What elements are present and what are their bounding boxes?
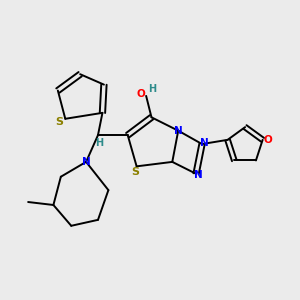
Text: S: S [131,167,139,177]
Text: H: H [148,84,157,94]
Text: N: N [200,138,208,148]
Text: N: N [194,170,203,180]
Text: O: O [264,135,272,145]
Text: N: N [82,158,91,167]
Text: S: S [55,117,63,127]
Text: H: H [95,138,104,148]
Text: O: O [136,89,145,99]
Text: N: N [174,126,183,136]
